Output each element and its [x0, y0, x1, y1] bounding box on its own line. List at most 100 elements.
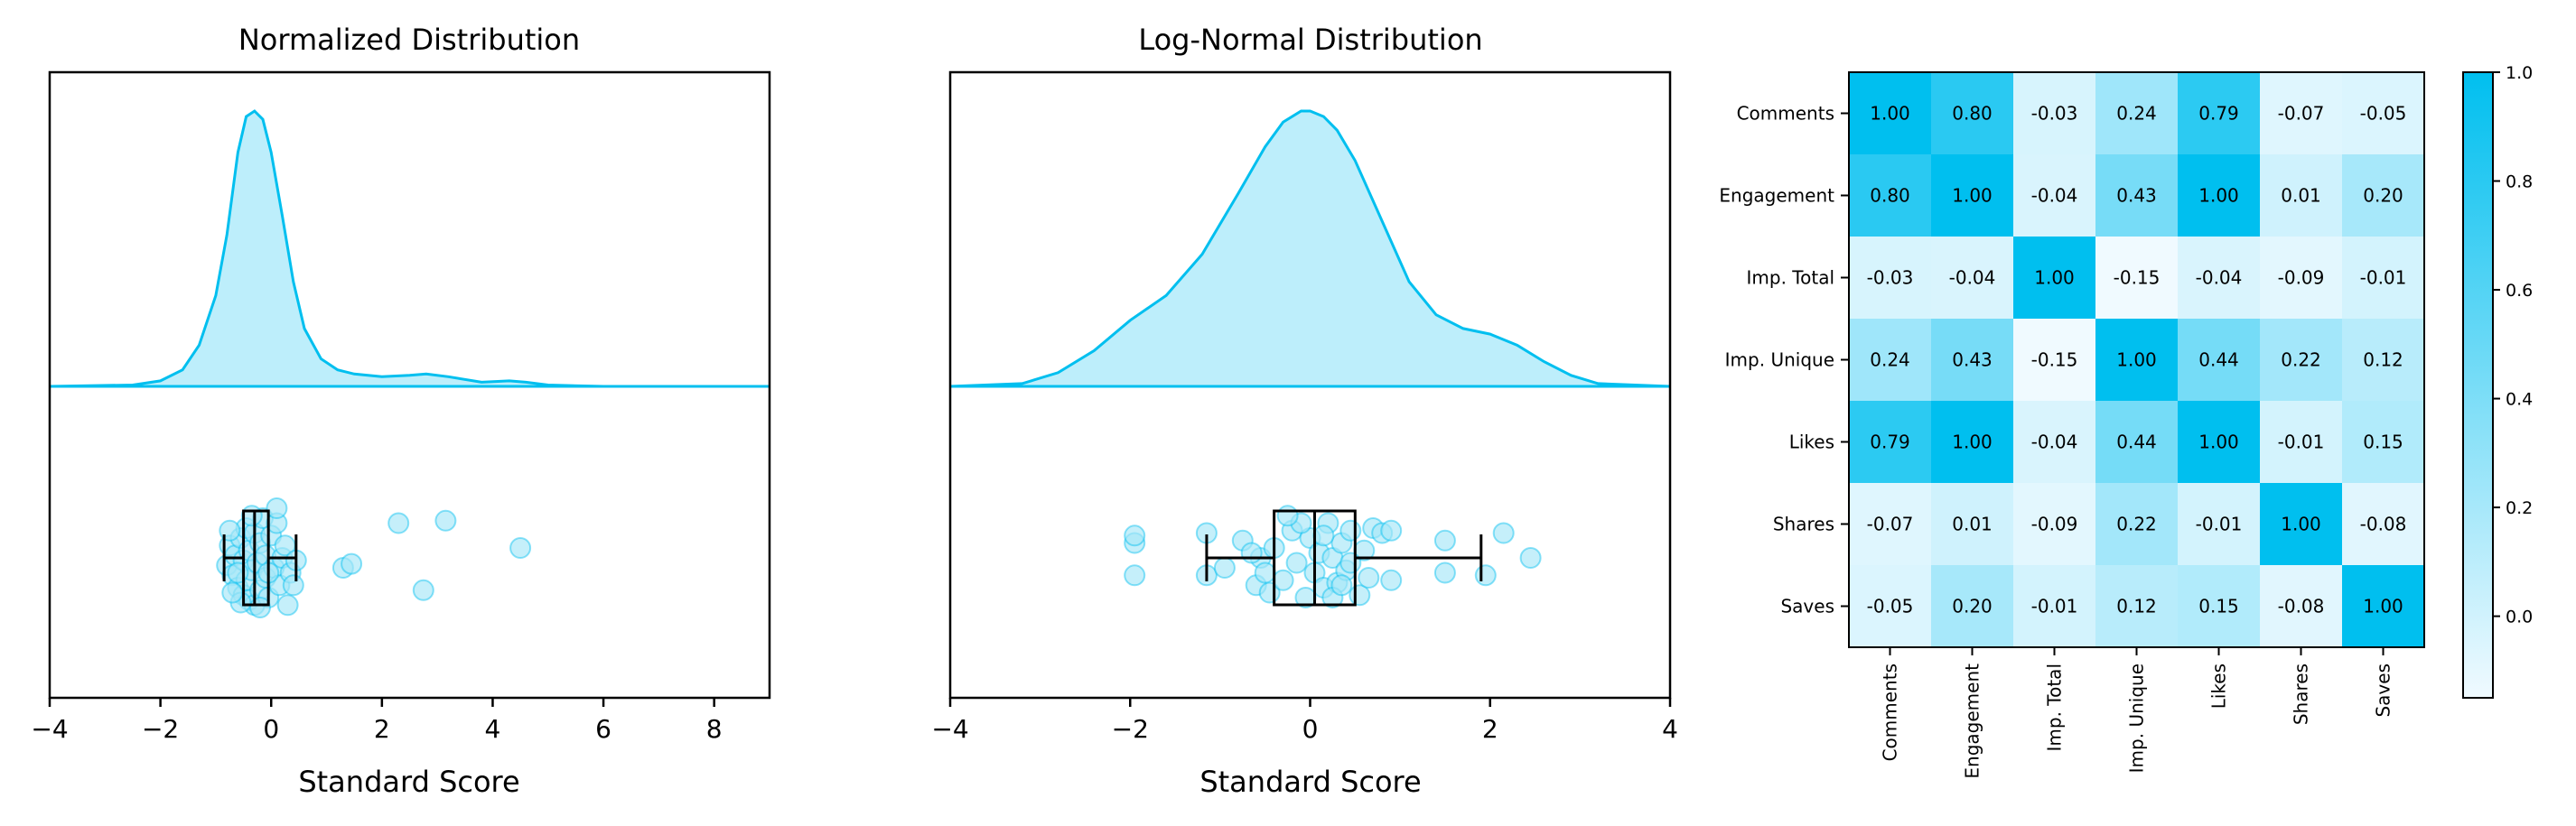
- data-point: [221, 581, 244, 604]
- heatmap-cell: [1931, 401, 2014, 484]
- data-point: [240, 505, 263, 527]
- normalized-distribution-panel: Normalized Distribution −4 −2 0 2 4 6 8 Standa…: [31, 23, 771, 799]
- heatmap-cell-value: 0.01: [1952, 514, 1993, 535]
- heatmap-cell-value: 0.12: [2363, 349, 2403, 371]
- heatmap-cell: [2260, 72, 2343, 155]
- heatmap-cell: [2342, 401, 2425, 484]
- heatmap-cell: [2095, 565, 2179, 648]
- density-line: [949, 109, 1671, 388]
- data-point: [1285, 552, 1308, 574]
- heatmap-cell-value: -0.01: [2196, 514, 2243, 535]
- panel2-xlabel: Standard Score: [1199, 765, 1421, 799]
- x-tick-label: −4: [31, 714, 68, 744]
- heatmap-row-label: Engagement: [1719, 185, 1834, 207]
- heatmap-row-label: Saves: [1780, 596, 1834, 617]
- data-point: [1240, 542, 1263, 564]
- data-point: [1213, 557, 1236, 579]
- heatmap-cell-value: -0.07: [2278, 103, 2325, 125]
- x-tick-label: 2: [1482, 714, 1498, 744]
- heatmap-cell: [2260, 483, 2343, 566]
- heatmap-col-label: Shares: [2291, 664, 2312, 725]
- x-tick-label: 0: [263, 714, 279, 744]
- heatmap-cell-value: -0.01: [2360, 267, 2407, 289]
- boxplot: [222, 509, 298, 607]
- heatmap-cell-value: 0.24: [2116, 103, 2157, 125]
- x-tick-label: 0: [1302, 714, 1319, 744]
- heatmap-cell-value: 0.22: [2281, 349, 2321, 371]
- heatmap-cell-value: -0.09: [2278, 267, 2325, 289]
- heatmap-cell-value: 0.43: [2116, 185, 2157, 207]
- panel1-title: Normalized Distribution: [238, 23, 580, 57]
- data-point: [276, 594, 299, 617]
- heatmap-cell: [2095, 401, 2179, 484]
- heatmap-cell-value: -0.09: [2031, 514, 2078, 535]
- heatmap-cell: [2342, 154, 2425, 237]
- heatmap-cell-value: -0.05: [2360, 103, 2407, 125]
- heatmap-cell-value: 0.15: [2198, 596, 2239, 617]
- x-tick-label: 4: [1662, 714, 1678, 744]
- heatmap-cell-value: -0.04: [2031, 185, 2078, 207]
- heatmap-cell-value: 0.43: [1952, 349, 1993, 371]
- heatmap-row-label: Imp. Total: [1747, 267, 1835, 289]
- heatmap-cell-value: 0.01: [2281, 185, 2321, 207]
- data-point: [434, 509, 457, 532]
- heatmap-row-label: Comments: [1737, 103, 1834, 125]
- heatmap-cell: [2095, 154, 2179, 237]
- heatmap-cell-value: -0.03: [2031, 103, 2078, 125]
- heatmap-cell-value: 1.00: [2116, 349, 2157, 371]
- panel1-xlabel: Standard Score: [298, 765, 519, 799]
- heatmap-cell: [1931, 72, 2014, 155]
- heatmap-cell: [2342, 237, 2425, 320]
- heatmap-cell: [2013, 319, 2096, 402]
- heatmap-cell: [2342, 319, 2425, 402]
- data-point: [387, 512, 410, 534]
- data-point: [1519, 547, 1542, 569]
- heatmap-cell: [2095, 237, 2179, 320]
- panel1-x-ticks: −4 −2 0 2 4 6 8: [31, 698, 723, 744]
- heatmap-cell: [2260, 401, 2343, 484]
- colorbar-tick-label: 0.4: [2506, 390, 2533, 410]
- heatmap-cell-value: 1.00: [1870, 103, 1910, 125]
- heatmap-cell: [2178, 237, 2261, 320]
- heatmap-cell: [2178, 72, 2261, 155]
- heatmap-cell: [2178, 565, 2261, 648]
- heatmap-cell: [2178, 401, 2261, 484]
- density-area: [950, 111, 1670, 386]
- heatmap-cell-value: 1.00: [1952, 185, 1993, 207]
- heatmap-cell-value: -0.15: [2114, 267, 2161, 289]
- heatmap-cell-value: 0.20: [1952, 596, 1993, 617]
- heatmap-cell-value: 1.00: [2198, 185, 2239, 207]
- density-line: [49, 109, 770, 388]
- density-area: [50, 111, 770, 386]
- heatmap-cell: [1931, 237, 2014, 320]
- heatmap-cell-value: -0.08: [2360, 514, 2407, 535]
- heatmap-row-label: Likes: [1789, 432, 1834, 453]
- heatmap-cell: [2013, 401, 2096, 484]
- heatmap-cell-value: -0.04: [2031, 432, 2078, 453]
- data-point: [1433, 529, 1456, 552]
- heatmap-cell-value: 0.79: [1870, 432, 1910, 453]
- colorbar-tick-label: 0.6: [2506, 281, 2533, 301]
- panel1-plot-area: [49, 109, 770, 618]
- heatmap-cell: [1931, 565, 2014, 648]
- heatmap-col-label: Likes: [2208, 664, 2230, 709]
- data-point: [1380, 519, 1403, 542]
- data-point: [1124, 564, 1146, 587]
- heatmap-cell-value: 1.00: [2034, 267, 2075, 289]
- heatmap-cell: [2178, 319, 2261, 402]
- heatmap-cell: [1849, 237, 1932, 320]
- heatmap-cell-value: -0.08: [2278, 596, 2325, 617]
- heatmap-cell: [1931, 483, 2014, 566]
- heatmap-cell: [1849, 72, 1932, 155]
- heatmap-cell: [2095, 319, 2179, 402]
- heatmap-cell-value: 0.22: [2116, 514, 2157, 535]
- heatmap-cell-value: -0.01: [2031, 596, 2078, 617]
- heatmap-cell: [1849, 154, 1932, 237]
- data-point: [219, 519, 241, 542]
- data-point: [1339, 552, 1362, 574]
- heatmap-cell-value: -0.15: [2031, 349, 2078, 371]
- x-tick-label: 6: [595, 714, 611, 744]
- heatmap-cell: [2095, 72, 2179, 155]
- data-point: [227, 561, 249, 584]
- heatmap-row-label: Imp. Unique: [1725, 349, 1834, 371]
